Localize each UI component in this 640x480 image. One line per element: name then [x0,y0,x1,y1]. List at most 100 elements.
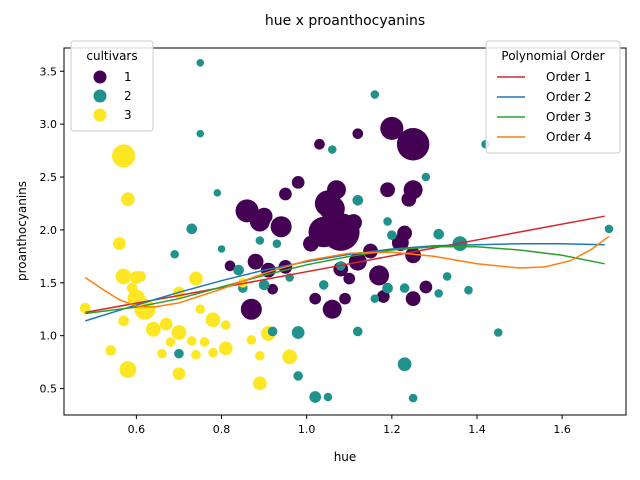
data-point [240,298,262,320]
data-point [272,239,282,248]
data-point [382,282,393,294]
legend-label: Order 4 [546,130,592,144]
data-point [370,90,380,99]
x-tick-label: 0.8 [213,423,231,436]
data-point [172,367,186,381]
legend-marker [93,108,107,122]
data-point [309,292,322,305]
fit-line [85,215,605,314]
data-point [327,180,346,200]
x-tick-label: 0.6 [128,423,146,436]
data-point [380,182,395,198]
data-point [218,341,233,356]
legend-label: Order 3 [546,110,592,124]
data-point [397,225,413,241]
data-point [115,268,132,285]
data-point [323,392,333,402]
data-point [191,349,201,360]
data-point [464,285,473,295]
data-point [419,280,433,294]
legend-label: Order 1 [546,70,592,84]
x-tick-label: 1.0 [298,423,316,436]
data-point [376,290,390,303]
data-point [174,348,184,359]
data-point [267,283,278,295]
data-point [135,271,146,282]
data-point [291,175,305,189]
data-point [493,328,503,337]
y-tick-label: 2.0 [40,224,58,237]
data-point [213,189,222,197]
data-point [322,299,342,319]
data-point [291,326,305,339]
x-tick-label: 1.6 [553,423,571,436]
legend-marker [93,89,107,103]
y-tick-label: 3.5 [40,65,58,78]
data-point [343,272,356,285]
data-point [126,282,138,294]
y-tick-label: 2.5 [40,171,58,184]
data-point [258,279,270,291]
fit-line [84,235,610,308]
data-point [282,349,298,365]
data-point [352,326,363,337]
legend-polynomial-title: Polynomial Order [501,49,604,63]
plot-frame [63,47,627,416]
data-point [246,335,257,345]
data-point [196,59,205,67]
legend-cultivars: cultivars 1 2 3 [70,40,154,132]
data-point [387,230,397,241]
data-point [352,128,364,139]
data-point [233,264,244,276]
data-point [405,291,421,307]
data-point [399,283,410,293]
legend-label: 3 [124,108,132,122]
data-point [255,350,265,361]
data-point [220,320,231,330]
data-point [171,325,187,340]
legend-polynomial: Polynomial Order Order 1 Order 2 Order 3 Or… [485,40,621,154]
x-tick-label: 1.2 [383,423,401,436]
data-point [186,336,197,346]
legend-label: 2 [124,89,132,103]
data-point [255,207,273,225]
data-point [186,223,198,235]
fit-line [85,242,605,322]
data-point [224,260,236,272]
data-point [105,345,117,356]
data-point [421,172,431,182]
data-point [442,272,452,281]
data-point [396,128,430,161]
data-point [293,371,303,381]
data-point [196,129,205,138]
data-point [112,144,136,168]
data-point [208,347,218,358]
legend-marker [93,70,107,84]
data-point [205,312,221,328]
data-point [380,116,404,140]
data-point [433,228,444,240]
data-point [370,294,380,303]
data-point [79,302,91,314]
y-tick-label: 0.5 [40,383,58,396]
y-tick-label: 1.0 [40,330,58,343]
data-point [252,376,267,391]
data-point [434,289,443,298]
legend-label: Order 2 [546,90,592,104]
data-point [270,216,292,238]
data-point [157,348,167,359]
chart-title: hue x proanthocyanins [265,13,425,29]
data-point [369,265,390,286]
y-tick-label: 1.5 [40,277,58,290]
data-point [303,235,319,252]
data-point [345,214,362,231]
data-point [119,361,137,378]
data-point [217,245,226,253]
data-point [247,253,264,270]
data-point [159,317,173,331]
data-point [267,326,278,337]
data-point [255,236,265,245]
data-point [352,194,364,206]
data-point [339,292,351,305]
